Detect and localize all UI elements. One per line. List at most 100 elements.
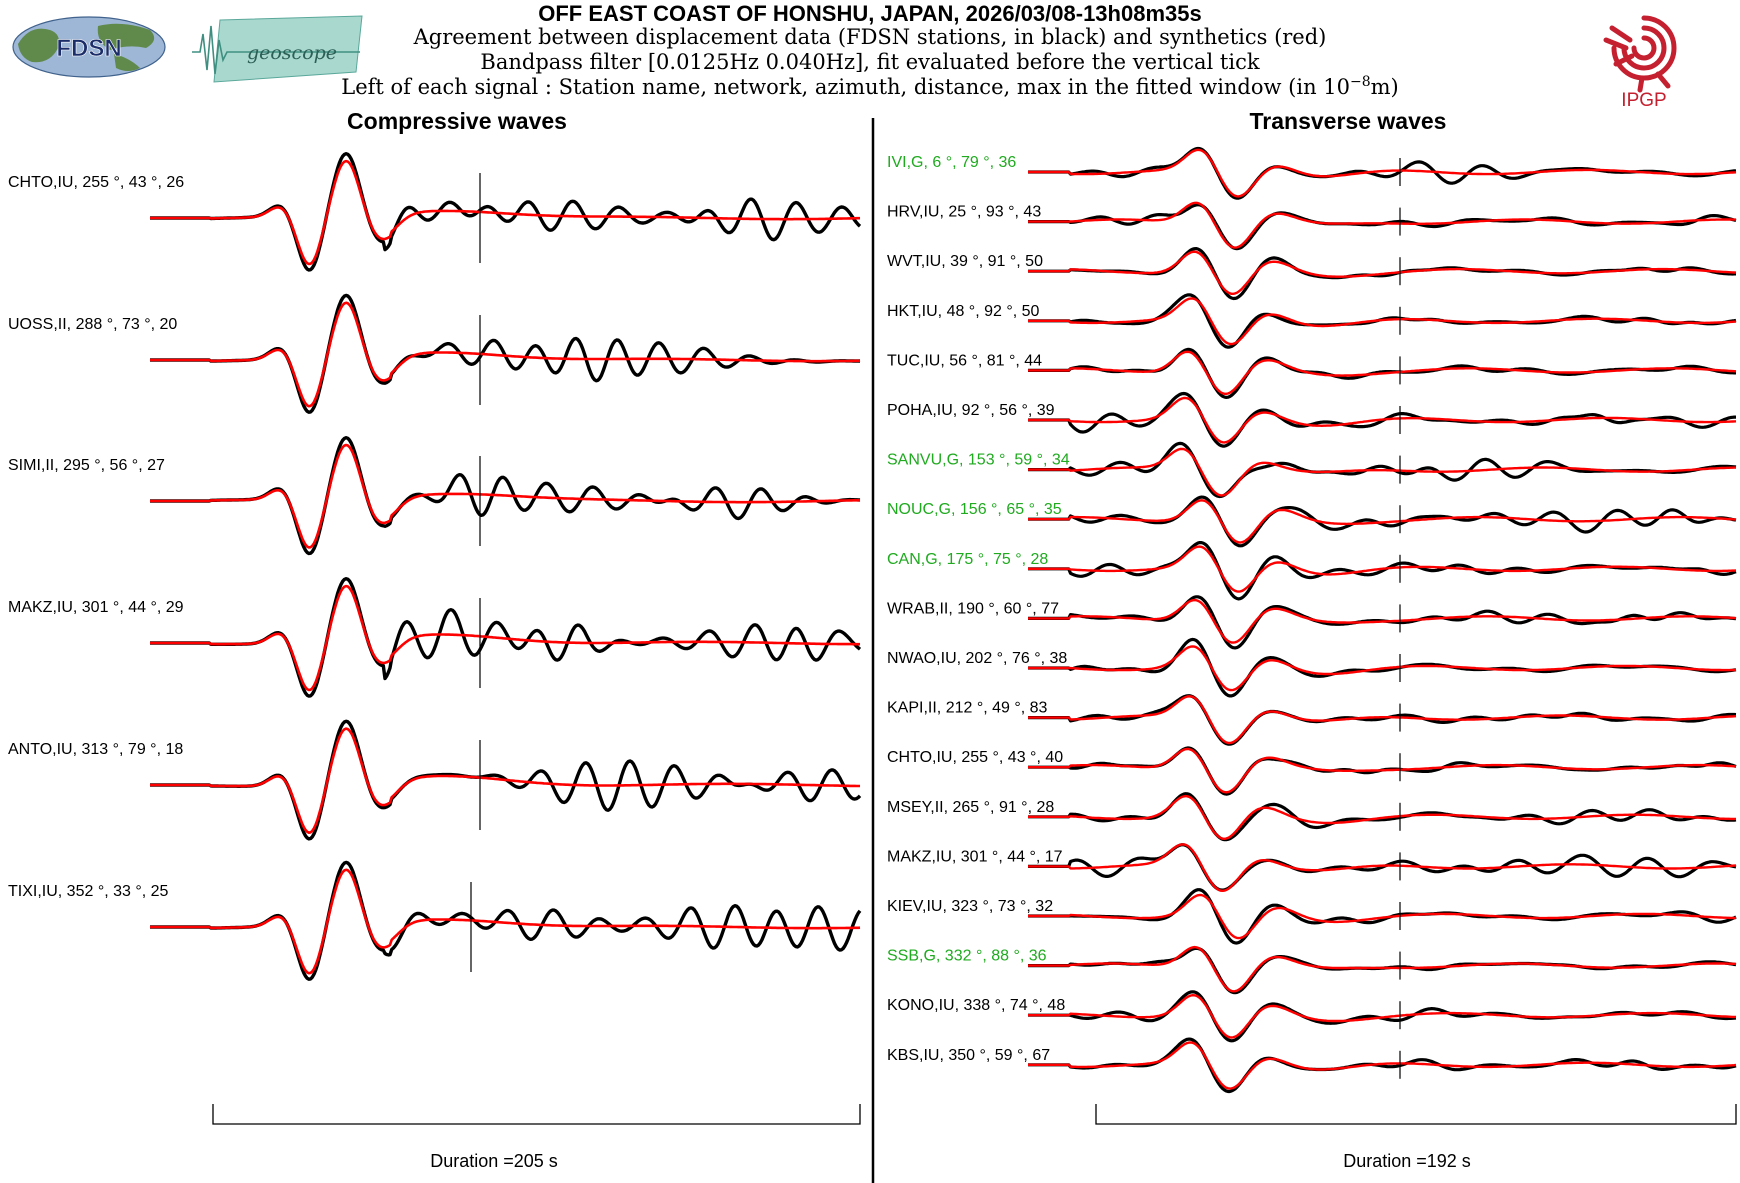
geoscope-logo: geoscope — [192, 15, 363, 83]
synthetic-trace — [1028, 350, 1737, 395]
station-label: SANVU,G, 153 °, 59 °, 34 — [887, 452, 1070, 469]
station-label: UOSS,II, 288 °, 73 °, 20 — [8, 316, 177, 333]
description-line-3-exponent: −8 — [1350, 74, 1371, 90]
transverse-trace-row: CHTO,IU, 255 °, 43 °, 40 — [887, 746, 1737, 796]
station-label: IVI,G, 6 °, 79 °, 36 — [887, 154, 1016, 171]
transverse-trace-row: KBS,IU, 350 °, 59 °, 67 — [887, 1037, 1737, 1094]
station-label: TUC,IU, 56 °, 81 °, 44 — [887, 352, 1042, 369]
compressive-trace-row: MAKZ,IU, 301 °, 44 °, 29 — [8, 577, 862, 698]
transverse-duration-label: Duration =192 s — [1343, 1151, 1471, 1171]
transverse-trace-row: SSB,G, 332 °, 88 °, 36 — [887, 945, 1737, 995]
description-line-3: Left of each signal : Station name, netw… — [0, 74, 1740, 99]
transverse-duration-bracket — [1095, 1104, 1737, 1125]
synthetic-trace — [150, 443, 861, 549]
observed-trace — [1028, 203, 1737, 251]
transverse-trace-row: WVT,IU, 39 °, 91 °, 50 — [887, 247, 1737, 301]
station-label: KBS,IU, 350 °, 59 °, 67 — [887, 1047, 1050, 1064]
station-label: HKT,IU, 48 °, 92 °, 50 — [887, 303, 1040, 320]
transverse-panel: IVI,G, 6 °, 79 °, 36 HRV,IU, 25 °, 93 °, … — [887, 146, 1737, 1094]
compressive-panel: CHTO,IU, 255 °, 43 °, 26 UOSS,II, 288 °, … — [8, 152, 862, 981]
transverse-trace-row: NOUC,G, 156 °, 65 °, 35 — [887, 495, 1737, 548]
synthetic-trace — [1028, 1041, 1737, 1090]
station-label: MAKZ,IU, 301 °, 44 °, 17 — [887, 848, 1063, 865]
synthetic-trace — [150, 584, 860, 692]
duration-bracket — [212, 1104, 861, 1125]
compressive-trace-row: CHTO,IU, 255 °, 43 °, 26 — [8, 152, 862, 272]
compressive-trace-row: ANTO,IU, 313 °, 79 °, 18 — [8, 719, 862, 841]
transverse-trace-row: SANVU,G, 153 °, 59 °, 34 — [887, 441, 1737, 499]
fdsn-continent-icon — [18, 28, 59, 63]
station-label: CHTO,IU, 255 °, 43 °, 26 — [8, 174, 184, 191]
station-label: KIEV,IU, 323 °, 73 °, 32 — [887, 898, 1053, 915]
transverse-trace-row: MSEY,II, 265 °, 91 °, 28 — [887, 792, 1737, 842]
station-label: NWAO,IU, 202 °, 76 °, 38 — [887, 650, 1067, 667]
synthetic-trace — [1028, 447, 1736, 497]
fdsn-continent-icon — [114, 54, 140, 71]
ipgp-logo-text: IPGP — [1621, 90, 1666, 110]
transverse-trace-row: IVI,G, 6 °, 79 °, 36 — [887, 146, 1737, 200]
station-label: SSB,G, 332 °, 88 °, 36 — [887, 948, 1047, 965]
transverse-trace-row: WRAB,II, 190 °, 60 °, 77 — [887, 595, 1737, 650]
station-label: HRV,IU, 25 °, 93 °, 43 — [887, 204, 1041, 221]
synthetic-trace — [1028, 994, 1737, 1039]
transverse-trace-row: CAN,G, 175 °, 75 °, 28 — [887, 541, 1737, 601]
synthetic-trace — [1028, 843, 1737, 892]
transverse-panel-title: Transverse waves — [1250, 108, 1447, 134]
observed-trace — [1028, 843, 1737, 892]
station-label: MAKZ,IU, 301 °, 44 °, 29 — [8, 599, 184, 616]
description-line-3-suffix: m) — [1370, 75, 1399, 99]
observed-trace — [150, 152, 862, 272]
synthetic-trace — [1028, 545, 1737, 593]
synthetic-trace — [1028, 893, 1736, 940]
ipgp-emblem-icon — [1603, 15, 1677, 93]
page-title: OFF EAST COAST OF HONSHU, JAPAN, 2026/03… — [538, 1, 1202, 26]
station-label: POHA,IU, 92 °, 56 °, 39 — [887, 402, 1055, 419]
station-label: MSEY,II, 265 °, 91 °, 28 — [887, 799, 1054, 816]
compressive-trace-row: TIXI,IU, 352 °, 33 °, 25 — [8, 860, 862, 981]
synthetic-trace — [1028, 945, 1737, 993]
transverse-trace-row: POHA,IU, 92 °, 56 °, 39 — [887, 391, 1737, 448]
synthetic-trace — [150, 868, 861, 975]
station-label: WRAB,II, 190 °, 60 °, 77 — [887, 600, 1059, 617]
duration-bracket — [1095, 1104, 1737, 1125]
fdsn-logo-text: FDSN — [56, 35, 121, 62]
synthetic-trace — [1028, 201, 1736, 249]
observed-trace — [1028, 888, 1737, 945]
transverse-trace-row: HKT,IU, 48 °, 92 °, 50 — [887, 293, 1737, 349]
station-label: ANTO,IU, 313 °, 79 °, 18 — [8, 741, 183, 758]
synthetic-trace — [1028, 499, 1737, 544]
geoscope-logo-text: geoscope — [247, 42, 337, 64]
observed-trace — [1028, 946, 1737, 995]
transverse-trace-row: KONO,IU, 338 °, 74 °, 48 — [887, 990, 1737, 1043]
observed-trace — [150, 293, 860, 414]
synthetic-trace — [150, 727, 860, 834]
synthetic-trace — [1028, 747, 1737, 794]
station-label: TIXI,IU, 352 °, 33 °, 25 — [8, 883, 169, 900]
compressive-duration-label: Duration =205 s — [430, 1151, 558, 1171]
transverse-trace-row: TUC,IU, 56 °, 81 °, 44 — [887, 347, 1737, 399]
station-label: KAPI,II, 212 °, 49 °, 83 — [887, 700, 1048, 717]
synthetic-trace — [1028, 396, 1737, 444]
station-label: CHTO,IU, 255 °, 43 °, 40 — [887, 749, 1063, 766]
description-line-3-prefix: Left of each signal : Station name, netw… — [341, 75, 1350, 99]
station-label: CAN,G, 175 °, 75 °, 28 — [887, 551, 1048, 568]
station-label: NOUC,G, 156 °, 65 °, 35 — [887, 501, 1062, 518]
transverse-trace-row: HRV,IU, 25 °, 93 °, 43 — [887, 201, 1737, 251]
transverse-trace-row: KAPI,II, 212 °, 49 °, 83 — [887, 694, 1737, 746]
synthetic-trace — [1028, 250, 1737, 295]
transverse-trace-row: MAKZ,IU, 301 °, 44 °, 17 — [887, 843, 1737, 892]
station-label: WVT,IU, 39 °, 91 °, 50 — [887, 253, 1043, 270]
transverse-trace-row: KIEV,IU, 323 °, 73 °, 32 — [887, 888, 1737, 945]
observed-trace — [150, 860, 862, 981]
observed-trace — [1028, 146, 1737, 200]
ipgp-logo: IPGP — [1603, 15, 1677, 110]
compressive-trace-row: UOSS,II, 288 °, 73 °, 20 — [8, 293, 861, 414]
synthetic-trace — [1028, 645, 1736, 692]
observed-trace — [1028, 391, 1736, 448]
station-label: KONO,IU, 338 °, 74 °, 48 — [887, 997, 1065, 1014]
transverse-trace-row: NWAO,IU, 202 °, 76 °, 38 — [887, 637, 1737, 698]
observed-trace — [1028, 694, 1737, 746]
synthetic-trace — [150, 159, 860, 266]
compressive-panel-title: Compressive waves — [347, 108, 567, 134]
